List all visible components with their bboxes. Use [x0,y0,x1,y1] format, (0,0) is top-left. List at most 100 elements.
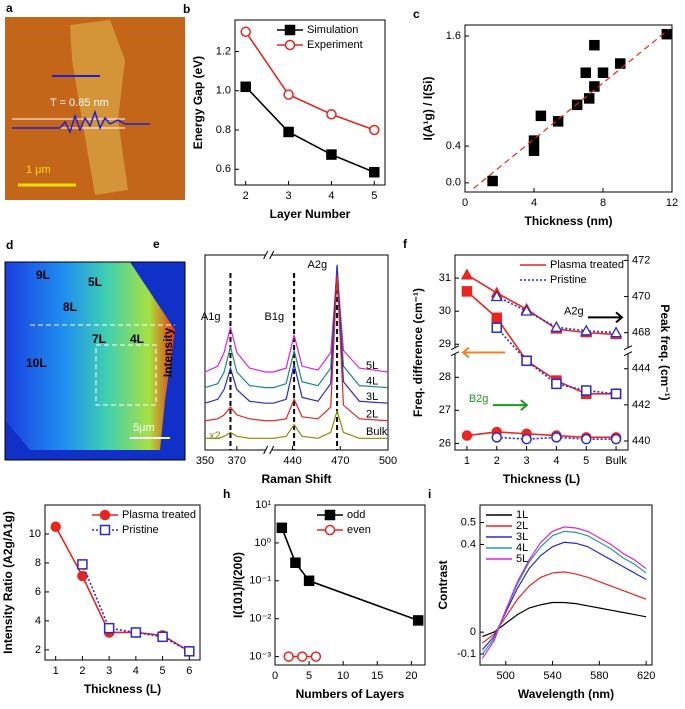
x-tick-label: 2 [243,190,249,202]
marker [552,116,564,127]
panel-label: a [6,1,13,15]
legend-label: 1L [516,509,528,521]
x-tick-label: 2 [494,455,500,467]
legend-label: Plasma treated [550,259,624,271]
y-tick-label: 0.6 [216,163,231,175]
zoom-box [95,344,157,406]
marker [589,39,600,51]
series-label: Bulk [366,426,388,438]
plot-frame [234,19,386,186]
x-tick-label: 2 [79,665,85,677]
series-line [54,526,190,652]
marker [528,135,540,146]
series-line [481,541,647,651]
series-line [482,601,647,638]
y-tick-label: 8 [35,557,41,569]
x-tick-label: 1 [464,455,470,467]
legend-label: Plasma treated [122,509,196,521]
marker [520,304,533,316]
panel-label: h [223,487,230,501]
marker [99,509,111,521]
annotation: B2g [469,393,489,405]
marker [284,39,296,51]
y-axis-label: Intensity [161,328,175,378]
series-line [496,327,617,395]
marker [610,433,622,445]
x-tick-label: 12 [666,197,678,209]
series-label: 3L [366,391,378,403]
series-line [281,527,419,622]
x-tick-label: 10 [337,670,349,682]
map-frame [4,261,186,461]
legend-label: Experiment [307,39,363,51]
y-tick-label: 0.4 [461,538,476,550]
x-tick-label: 4 [531,197,537,209]
y-tick-label: 27 [439,404,451,416]
marker [491,312,503,324]
x-tick-label: 440 [283,455,301,467]
x-tick-label: 0 [272,670,278,682]
arrow [587,311,624,324]
series-line [473,29,669,189]
marker [461,286,473,297]
legend-label: 5L [516,553,528,565]
x-tick-label: 620 [637,670,655,682]
legend-label: Pristine [550,274,587,286]
marker [50,521,61,532]
x-tick-label: 5 [160,665,166,677]
series-line [205,408,388,439]
y-tick-label: 0.8 [216,124,231,136]
x-tick-label: 5 [371,190,377,202]
x-tick-label: 350 [196,455,214,467]
marker [491,322,503,333]
series-line [481,526,647,659]
plot-frame [204,254,389,451]
y-tick-label: 10⁻³ [249,650,271,662]
marker [369,166,380,178]
marker [550,320,563,332]
marker [551,378,562,390]
series-line [81,564,190,653]
marker [284,24,296,36]
x-axis-label: Raman Shift [261,472,331,486]
x-tick-label: 3 [524,455,530,467]
marker [460,268,474,280]
series-line [466,290,617,395]
panel-label: b [183,2,190,16]
x-tick-label: 3 [286,190,292,202]
y-tick-label: 1.6 [446,30,461,42]
x-tick-label: 4 [328,190,334,202]
legend-label: 4L [516,542,528,554]
scale-label: 5μm [133,422,155,434]
marker [528,145,540,156]
y-tick-label: 10⁻¹ [249,575,271,587]
marker [461,430,473,441]
axis-break [265,251,272,259]
peak-label: A2g [308,259,328,271]
marker [324,509,336,521]
y2-tick-label: 442 [632,399,650,411]
axis-break [623,345,633,357]
x-axis-label: Layer Number [270,207,351,221]
y-axis-label: Intensity Ratio (A2g/A1g) [1,511,15,654]
series-label: 2L [366,409,378,421]
y-tick-label: 26 [439,437,451,449]
axis-break [263,445,275,455]
plot-frame [44,504,201,661]
layer-label: 4L [130,332,144,346]
annotation: A2g [564,305,584,317]
y-tick-label: 28 [439,371,451,383]
y-tick-label: 0.0 [446,177,461,189]
flake-map [5,262,175,450]
y-axis-label: Freq. difference (cm⁻¹) [411,288,425,417]
layer-label: 9L [36,268,50,282]
x-tick-label: 3 [106,665,112,677]
x-tick-label: 4 [553,455,559,467]
series-label: 5L [366,360,378,372]
scale-label: 1 μm [26,164,51,176]
y2-tick-label: 468 [632,327,650,339]
marker [597,67,609,78]
y-tick-label: 10 [29,528,41,540]
marker [571,99,583,111]
